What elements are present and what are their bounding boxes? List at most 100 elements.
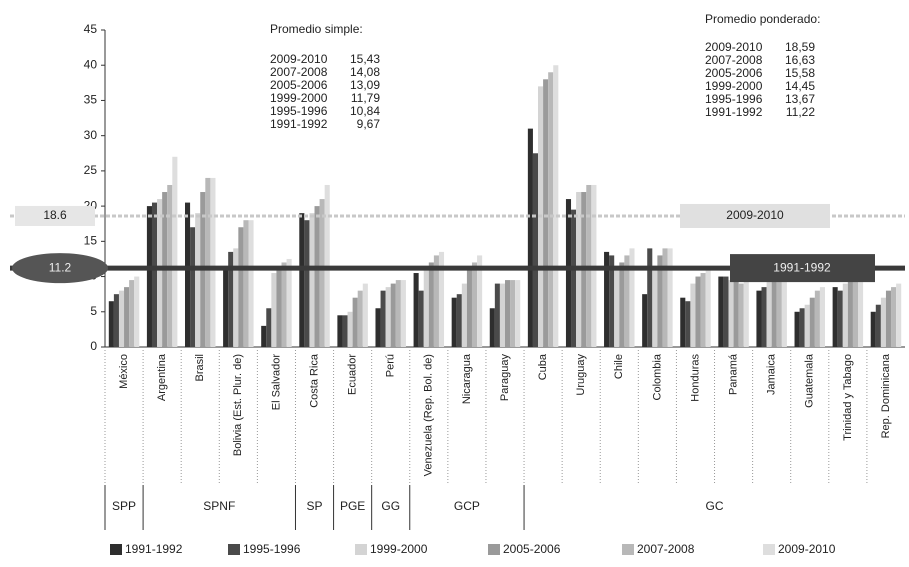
bar bbox=[390, 283, 396, 347]
bar bbox=[375, 308, 381, 347]
bar bbox=[362, 283, 368, 347]
period-label: 1991-1992 bbox=[773, 260, 831, 274]
bar bbox=[423, 269, 429, 347]
bar bbox=[842, 283, 848, 347]
bar bbox=[210, 177, 216, 347]
bar bbox=[395, 280, 401, 347]
bar bbox=[118, 290, 125, 347]
bar bbox=[743, 280, 749, 347]
legend-swatch bbox=[622, 544, 634, 555]
bar bbox=[510, 280, 516, 347]
bar bbox=[418, 290, 424, 347]
bar bbox=[342, 315, 348, 347]
bar bbox=[565, 199, 572, 347]
period-box bbox=[680, 203, 830, 228]
bar bbox=[438, 251, 445, 347]
bar bbox=[276, 269, 282, 347]
bar bbox=[190, 227, 196, 347]
bar bbox=[847, 280, 853, 347]
x-tick-label: Uruguay bbox=[575, 354, 587, 396]
bar bbox=[804, 304, 810, 347]
annotation-period: 2005-2006 bbox=[705, 66, 763, 80]
x-tick-label: Cuba bbox=[537, 353, 549, 380]
bar bbox=[494, 283, 500, 347]
annotation-value: 13,67 bbox=[785, 92, 815, 106]
bar bbox=[314, 206, 320, 347]
bar bbox=[604, 251, 610, 347]
bar bbox=[852, 276, 859, 347]
y-tick-label: 5 bbox=[90, 304, 97, 318]
bar bbox=[380, 290, 386, 347]
bar bbox=[695, 276, 701, 347]
annotation-period: 2009-2010 bbox=[705, 40, 763, 54]
bar bbox=[629, 248, 635, 347]
bar bbox=[766, 276, 772, 347]
legend-label: 1991-1992 bbox=[125, 542, 183, 556]
annotation-value: 13,09 bbox=[350, 78, 380, 92]
bar bbox=[413, 273, 419, 347]
x-tick-label: Nicaragua bbox=[461, 353, 473, 404]
bar bbox=[814, 290, 820, 347]
x-tick-label: México bbox=[118, 354, 130, 389]
bar bbox=[532, 153, 539, 347]
x-tick-label: Honduras bbox=[689, 354, 701, 402]
group-label: SP bbox=[307, 499, 323, 513]
bar bbox=[172, 156, 178, 347]
group-label: GG bbox=[381, 499, 400, 513]
bar bbox=[238, 227, 244, 347]
x-tick-label: Panamá bbox=[727, 353, 739, 395]
legend-swatch bbox=[355, 544, 367, 555]
bar bbox=[870, 311, 876, 347]
bar bbox=[195, 213, 201, 347]
bar bbox=[347, 311, 353, 347]
bar bbox=[781, 269, 787, 347]
bar bbox=[233, 248, 239, 347]
bar bbox=[129, 280, 135, 347]
bar bbox=[799, 308, 805, 347]
bar bbox=[624, 255, 630, 347]
bar bbox=[228, 251, 234, 347]
bar bbox=[548, 72, 554, 348]
x-tick-label: Argentina bbox=[156, 353, 168, 401]
legend-label: 2005-2006 bbox=[503, 542, 561, 556]
bar bbox=[723, 276, 729, 347]
x-tick-label: Rep. Dominicana bbox=[880, 353, 892, 438]
period-box bbox=[730, 254, 875, 283]
bar bbox=[261, 325, 267, 347]
y-tick-label: 30 bbox=[84, 128, 98, 142]
bar bbox=[609, 255, 615, 347]
bar bbox=[489, 308, 495, 347]
bar bbox=[891, 287, 897, 347]
bar bbox=[738, 283, 744, 347]
bar bbox=[304, 220, 310, 347]
annotation-value: 15,43 bbox=[350, 52, 380, 66]
bar bbox=[471, 262, 478, 347]
period-label: 2009-2010 bbox=[726, 208, 784, 222]
bar bbox=[614, 269, 620, 347]
group-label: GC bbox=[706, 499, 724, 513]
annotation-value: 16,63 bbox=[785, 53, 815, 67]
annotation-period: 1995-1996 bbox=[270, 104, 328, 118]
bar bbox=[266, 308, 272, 347]
legend-label: 1995-1996 bbox=[243, 542, 301, 556]
bar bbox=[451, 297, 457, 347]
bar bbox=[667, 248, 673, 347]
annotation-value: 18,59 bbox=[785, 40, 815, 54]
bar bbox=[880, 297, 886, 347]
group-label: GCP bbox=[454, 499, 480, 513]
annotation-period: 2007-2008 bbox=[270, 65, 328, 79]
bar bbox=[146, 206, 152, 347]
bar bbox=[858, 280, 864, 347]
annotation-title: Promedio simple: bbox=[270, 22, 363, 36]
bar bbox=[652, 269, 658, 347]
reference-label: 11.2 bbox=[49, 260, 72, 274]
annotation-value: 15,58 bbox=[785, 66, 815, 80]
bar bbox=[809, 297, 815, 347]
annotation-period: 1991-1992 bbox=[270, 117, 328, 131]
bar bbox=[700, 273, 706, 347]
x-tick-label: Paraguay bbox=[499, 354, 511, 402]
bar bbox=[515, 280, 521, 347]
bar bbox=[647, 248, 653, 347]
bar bbox=[113, 294, 119, 347]
